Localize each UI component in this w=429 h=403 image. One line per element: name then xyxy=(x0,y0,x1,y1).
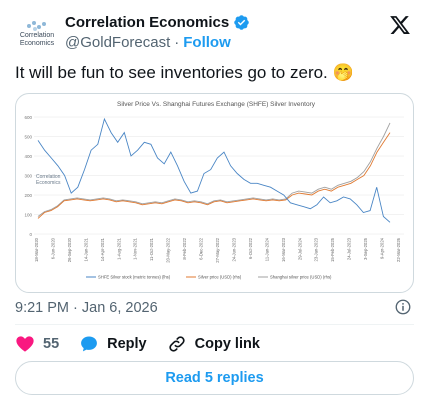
x-logo-icon[interactable] xyxy=(389,14,411,36)
chat-bubble-icon xyxy=(81,336,98,352)
y-tick-label: 100 xyxy=(24,213,32,218)
tweet-header: Correlation Economics Correlation Econom… xyxy=(15,12,417,56)
x-tick-label: 15-Feb-2025 xyxy=(330,237,335,262)
x-tick-label: 24-Jul-2023 xyxy=(347,237,352,260)
copy-link-label: Copy link xyxy=(194,336,260,352)
follow-button[interactable]: Follow xyxy=(183,34,231,51)
x-tick-label: 29-Jul-2024 xyxy=(297,237,302,260)
chart-watermark: Correlation Economics xyxy=(36,174,61,186)
legend-label: Shanghai silver price (USD) (rhs) xyxy=(270,275,332,280)
x-tick-label: 3-Sep-2025 xyxy=(363,237,368,260)
y-tick-label: 500 xyxy=(24,135,32,140)
x-tick-label: 8-Feb-2022 xyxy=(182,237,187,259)
watermark-line-1: Correlation xyxy=(36,174,61,180)
verified-badge-icon xyxy=(234,15,249,30)
x-tick-label: 1-Aug-2021 xyxy=(116,237,121,260)
series-line-1 xyxy=(37,117,391,223)
y-tick-label: 300 xyxy=(24,174,32,179)
x-tick-label: 18-Mar-2020 xyxy=(34,237,39,262)
author-handle[interactable]: @GoldForecast xyxy=(65,34,171,51)
x-tick-label: 11-Oct-2021 xyxy=(149,237,154,261)
heart-icon xyxy=(16,336,34,352)
x-tick-label: 11-Jan-2024 xyxy=(264,237,269,261)
x-tick-label: 20-May-2022 xyxy=(166,237,171,262)
series-line-2 xyxy=(37,132,391,219)
action-bar: 55 Reply Copy link xyxy=(15,331,280,357)
legend-label: SHFE Silver stock (metric tonnes) (lhs) xyxy=(98,275,171,280)
separator-dot: · xyxy=(174,34,180,51)
tweet-timestamp[interactable]: 9:21 PM · Jan 6, 2026 xyxy=(15,300,158,316)
like-button[interactable]: 55 xyxy=(15,334,59,354)
reply-label: Reply xyxy=(107,336,147,352)
x-tick-label: 16-Mar-2023 xyxy=(281,237,286,262)
reply-button[interactable]: Reply xyxy=(79,334,147,354)
y-tick-label: 200 xyxy=(24,193,32,198)
tweet-text: It will be fun to see inventories go to … xyxy=(15,63,354,82)
x-tick-label: 6-Oct-2022 xyxy=(248,237,253,259)
logo-dots-icon xyxy=(27,20,47,32)
series-line-3 xyxy=(37,122,391,217)
read-replies-button[interactable]: Read 5 replies xyxy=(15,361,414,395)
x-tick-label: 14-Jan-2021 xyxy=(83,237,88,261)
like-count: 55 xyxy=(43,336,60,352)
copy-link-button[interactable]: Copy link xyxy=(167,334,260,354)
avatar-line-1: Correlation xyxy=(19,32,55,39)
x-tick-label: 9-Apr-2024 xyxy=(380,237,385,259)
x-tick-label: 6-Jun-2020 xyxy=(50,237,55,259)
avatar[interactable]: Correlation Economics xyxy=(15,12,59,56)
y-tick-label: 400 xyxy=(24,154,32,159)
author-name[interactable]: Correlation Economics xyxy=(65,14,230,31)
x-tick-label: 23-Jan-2023 xyxy=(314,237,319,261)
x-tick-label: 6-Dec-2022 xyxy=(199,237,204,260)
x-tick-label: 27-May-2022 xyxy=(215,237,220,262)
x-tick-label: 22-Mar-2026 xyxy=(396,237,401,262)
user-info: Correlation Economics @GoldForecast · Fo… xyxy=(65,14,250,51)
avatar-line-2: Economics xyxy=(19,40,55,47)
x-tick-label: 14-Apr-2021 xyxy=(100,237,105,261)
x-tick-label: 26-Sep-2020 xyxy=(67,237,72,262)
inventory-chart: Silver Price Vs. Shanghai Futures Exchan… xyxy=(24,101,404,280)
x-tick-label: 24-Jun-2023 xyxy=(231,237,236,261)
chart-image[interactable]: Silver Price Vs. Shanghai Futures Exchan… xyxy=(15,93,414,293)
y-tick-label: 0 xyxy=(29,232,32,237)
info-icon[interactable] xyxy=(394,298,412,316)
divider xyxy=(15,324,414,325)
watermark-line-2: Economics xyxy=(36,180,61,186)
chart-title: Silver Price Vs. Shanghai Futures Exchan… xyxy=(117,101,316,108)
legend-label: Silver price (USD) (rhs) xyxy=(198,275,242,280)
x-tick-label: 1-Nov-2021 xyxy=(133,237,138,260)
link-icon xyxy=(169,336,185,352)
y-tick-label: 600 xyxy=(24,115,32,120)
